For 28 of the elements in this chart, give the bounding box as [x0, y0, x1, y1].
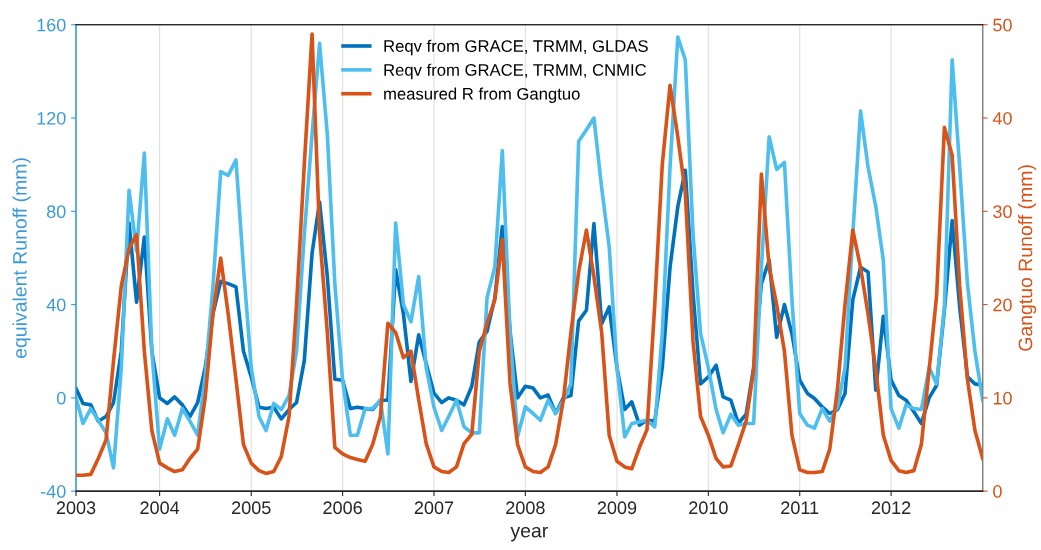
x-tick-label: 2006: [323, 501, 362, 515]
legend-label: Reqv from GRACE, TRMM, GLDAS: [384, 39, 648, 56]
y2-tick-label: 40: [992, 111, 1012, 125]
x-tick-label: 2005: [232, 501, 271, 515]
y2-tick-label: 50: [993, 18, 1012, 32]
x-tick-label: 2009: [597, 501, 637, 515]
y2-tick-label: 0: [993, 485, 1002, 498]
y-tick-label: 80: [46, 205, 66, 219]
legend-label: Reqv from GRACE, TRMM, CNMIC: [384, 63, 647, 80]
y-tick-label: 40: [46, 298, 66, 312]
y-axis-title: equivalent Runoff (mm): [12, 158, 31, 358]
x-tick-label: 2011: [781, 501, 819, 515]
x-tick-label: 2003: [56, 501, 96, 515]
y2-axis-title: Gangtuo Runoff (mm): [1018, 165, 1037, 351]
y-tick-label: 120: [37, 111, 66, 125]
x-tick-label: 2008: [506, 501, 545, 515]
y2-tick-label: 10: [993, 391, 1012, 405]
y-tick-label: -40: [40, 485, 66, 498]
y-tick-label: 0: [56, 391, 66, 405]
x-tick-label: 2010: [689, 501, 728, 515]
y2-tick-label: 30: [993, 205, 1012, 219]
x-tick-label: 2007: [414, 501, 454, 515]
y-tick-label: 160: [37, 18, 66, 32]
y2-tick-label: 20: [993, 298, 1012, 312]
x-tick-label: 2012: [871, 501, 911, 515]
x-tick-label: 2004: [140, 501, 180, 515]
x-axis-title: year: [510, 526, 548, 542]
legend-label: measured R from Gangtuo: [384, 87, 580, 104]
